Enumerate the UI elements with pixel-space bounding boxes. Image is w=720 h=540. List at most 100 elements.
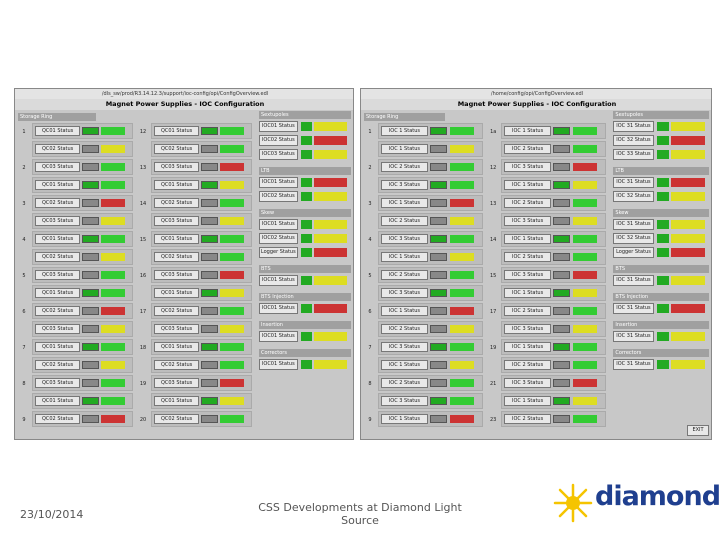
ioc-led (301, 220, 313, 229)
status-bar (220, 289, 245, 297)
status-label: QC03 Status (35, 378, 81, 388)
ioc-led (301, 248, 313, 257)
ioc-button[interactable]: IOC03 Status (259, 149, 298, 160)
group-number: 3 (368, 201, 372, 207)
ioc-button[interactable]: IOC 31 Status (613, 359, 654, 370)
group-number: 3 (22, 201, 26, 207)
group-number: 2 (368, 165, 372, 171)
status-led (201, 343, 218, 351)
status-label: IOC 2 Status (381, 324, 428, 334)
status-label: QC01 Status (35, 234, 81, 244)
group-number: 1 (368, 129, 372, 135)
ioc-button[interactable]: IOC 31 Status (613, 303, 654, 314)
status-led (553, 253, 571, 261)
status-led (201, 145, 218, 153)
ioc-button[interactable]: IOC01 Status (259, 359, 298, 370)
status-label: IOC 2 Status (504, 414, 551, 424)
group-number: 2 (22, 165, 26, 171)
ioc-button[interactable]: IOC01 Status (259, 121, 298, 132)
status-led (82, 307, 99, 315)
status-label: QC03 Status (154, 270, 200, 280)
ioc-bar (314, 192, 348, 201)
ioc-button[interactable]: IOC 31 Status (613, 275, 654, 286)
status-bar (220, 307, 245, 315)
ioc-button[interactable]: IOC02 Status (259, 233, 298, 244)
ioc-button[interactable]: IOC 31 Status (613, 331, 654, 342)
ioc-button[interactable]: IOC 32 Status (613, 233, 654, 244)
status-bar (449, 289, 475, 297)
status-led (82, 361, 99, 369)
status-bar (449, 235, 475, 243)
status-led (201, 127, 218, 135)
status-label: QC01 Status (35, 342, 81, 352)
status-bar (449, 415, 475, 423)
status-led (82, 415, 99, 423)
ioc-led (301, 136, 313, 145)
group-number: 14 (139, 201, 147, 207)
status-label: IOC 3 Status (504, 162, 551, 172)
status-led (553, 307, 571, 315)
ioc-button[interactable]: IOC01 Status (259, 275, 298, 286)
ioc-bar (314, 178, 348, 187)
group-number: 9 (22, 417, 26, 423)
section-header: Skew (259, 209, 351, 217)
ioc-button[interactable]: IOC01 Status (259, 303, 298, 314)
status-bar (220, 271, 245, 279)
ioc-button[interactable]: IOC01 Status (259, 331, 298, 342)
ioc-bar (314, 248, 348, 257)
ioc-button[interactable]: IOC01 Status (259, 219, 298, 230)
status-bar (101, 289, 126, 297)
group-number: 17 (490, 309, 497, 315)
group-number: 1 (22, 129, 26, 135)
status-led (201, 307, 218, 315)
status-led (82, 217, 99, 225)
ioc-button[interactable]: IOC 32 Status (613, 135, 654, 146)
status-label: QC02 Status (35, 306, 81, 316)
status-label: QC03 Status (154, 378, 200, 388)
status-label: QC02 Status (154, 144, 200, 154)
status-bar (220, 217, 245, 225)
status-bar (220, 343, 245, 351)
slide-title: CSS Developments at Diamond Light Source (258, 501, 462, 527)
status-label: QC03 Status (154, 162, 200, 172)
status-led (553, 145, 571, 153)
status-bar (572, 397, 598, 405)
status-label: QC02 Status (154, 414, 200, 424)
status-label: QC01 Status (35, 180, 81, 190)
status-bar (572, 127, 598, 135)
group-number: 15 (139, 237, 147, 243)
status-label: QC01 Status (154, 180, 200, 190)
status-led (429, 343, 448, 351)
status-bar (572, 289, 598, 297)
status-bar (572, 271, 598, 279)
ioc-button[interactable]: Logger Status (613, 247, 654, 258)
ioc-led (301, 234, 313, 243)
ioc-button[interactable]: Logger Status (259, 247, 298, 258)
ioc-button[interactable]: IOC 31 Status (613, 177, 654, 188)
window: /dls_sw/prod/R3.14.12.3/support/ioc-conf… (14, 88, 354, 440)
status-bar (449, 271, 475, 279)
status-led (429, 127, 448, 135)
ioc-button[interactable]: IOC 31 Status (613, 121, 654, 132)
status-led (82, 379, 99, 387)
exit-button[interactable]: EXIT (687, 425, 709, 436)
status-bar (572, 361, 598, 369)
status-label: IOC 3 Status (504, 216, 551, 226)
status-bar (449, 379, 475, 387)
status-label: QC02 Status (35, 144, 81, 154)
ioc-button[interactable]: IOC01 Status (259, 177, 298, 188)
ioc-button[interactable]: IOC 31 Status (613, 219, 654, 230)
group-number: 15 (490, 273, 497, 279)
ioc-button[interactable]: IOC 33 Status (613, 149, 654, 160)
status-led (553, 289, 571, 297)
ioc-led (301, 276, 313, 285)
window-title: Magnet Power Supplies - IOC Configuratio… (15, 99, 353, 110)
status-label: QC02 Status (35, 252, 81, 262)
ioc-button[interactable]: IOC 32 Status (613, 191, 654, 202)
group-number: 21 (490, 381, 497, 387)
status-bar (220, 145, 245, 153)
ioc-button[interactable]: IOC02 Status (259, 135, 298, 146)
status-bar (220, 253, 245, 261)
ioc-button[interactable]: IOC02 Status (259, 191, 298, 202)
status-led (429, 163, 448, 171)
